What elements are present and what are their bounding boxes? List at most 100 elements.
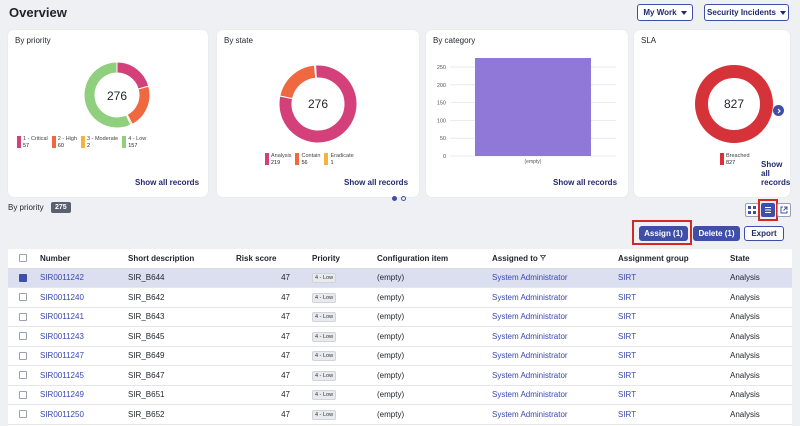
open-external-button[interactable] <box>777 203 791 217</box>
assignment-group-link[interactable]: SIRT <box>618 409 637 419</box>
column-header-state[interactable]: State <box>730 249 792 269</box>
configuration-item-cell: (empty) <box>377 365 492 386</box>
table-row[interactable]: SIR0011243 SIR_B645 47 4 - Low (empty) System… <box>8 326 792 347</box>
delete-button[interactable]: Delete (1) <box>693 226 740 241</box>
assigned-to-link[interactable]: System Administrator <box>492 351 568 361</box>
list-view-button[interactable] <box>761 203 775 217</box>
show-all-records-link[interactable]: Show all records <box>761 160 790 187</box>
column-header-configuration-item[interactable]: Configuration item <box>377 249 492 269</box>
assignment-group-link[interactable]: SIRT <box>618 292 637 302</box>
column-header-number[interactable]: Number <box>40 249 128 269</box>
assigned-to-link[interactable]: System Administrator <box>492 409 568 419</box>
incident-number-link[interactable]: SIR0011249 <box>40 390 84 400</box>
assign-button[interactable]: Assign (1) <box>639 226 688 241</box>
state-cell: Analysis <box>730 346 792 366</box>
assignment-group-link[interactable]: SIRT <box>618 390 637 400</box>
category-bar-chart[interactable]: 250 200 150 100 50 0 (empty) <box>426 30 628 197</box>
assignment-group-link[interactable]: SIRT <box>618 273 637 283</box>
assignment-group-link[interactable]: SIRT <box>618 312 637 322</box>
assignment-group-link[interactable]: SIRT <box>618 351 637 361</box>
legend-item[interactable]: Breached 827 <box>720 153 750 166</box>
table-row[interactable]: SIR0011240 SIR_B642 47 4 - Low (empty) System… <box>8 287 792 308</box>
donut-slice[interactable] <box>695 65 773 143</box>
table-row[interactable]: SIR0011250 SIR_B652 47 4 - Low (empty) System… <box>8 404 792 425</box>
my-work-dropdown[interactable]: My Work <box>637 4 693 21</box>
show-all-records-link[interactable]: Show all records <box>553 178 618 187</box>
risk-score-cell: 47 <box>236 307 312 327</box>
incident-number-link[interactable]: SIR0011247 <box>40 351 84 361</box>
legend-value: 219 <box>271 159 281 166</box>
donut-slice[interactable] <box>279 64 317 100</box>
legend-item[interactable]: 3 - Moderate 2 <box>81 136 118 149</box>
assignment-group-link[interactable]: SIRT <box>618 331 637 341</box>
legend-swatch <box>265 153 269 165</box>
legend-item[interactable]: Eradicate 1 <box>324 153 354 166</box>
show-all-records-link[interactable]: Show all records <box>344 178 409 187</box>
state-cell: Analysis <box>730 404 792 425</box>
card-title: By category <box>433 36 476 45</box>
table-row[interactable]: SIR0011247 SIR_B649 47 4 - Low (empty) System… <box>8 346 792 366</box>
assigned-to-link[interactable]: System Administrator <box>492 312 568 322</box>
grid-view-button[interactable] <box>745 203 759 217</box>
row-checkbox[interactable] <box>19 273 27 282</box>
show-all-records-link[interactable]: Show all records <box>135 178 200 187</box>
column-header-assigned-to[interactable]: Assigned to <box>492 249 618 269</box>
configuration-item-cell: (empty) <box>377 287 492 308</box>
row-checkbox[interactable] <box>19 410 27 419</box>
legend-item[interactable]: 1 - Critical 57 <box>17 136 48 149</box>
bar[interactable] <box>475 58 591 156</box>
legend-item[interactable]: 4 - Low 157 <box>122 136 146 149</box>
assigned-to-link[interactable]: System Administrator <box>492 273 568 283</box>
donut-slice[interactable] <box>278 64 358 144</box>
table-row[interactable]: SIR0011242 SIR_B644 47 4 - Low (empty) System… <box>8 268 792 288</box>
assignment-group-link[interactable]: SIRT <box>618 370 637 380</box>
column-header-assignment-group[interactable]: Assignment group <box>618 249 730 269</box>
card-by-priority: By priority 276 1 - Critical 57 2 - High 60… <box>8 30 208 197</box>
priority-donut-chart[interactable] <box>8 30 208 197</box>
row-checkbox[interactable] <box>19 332 27 341</box>
donut-slice[interactable] <box>83 61 132 129</box>
row-checkbox[interactable] <box>19 293 27 302</box>
donut-slice[interactable] <box>314 64 317 79</box>
state-donut-chart[interactable] <box>217 30 419 197</box>
legend-value: 1 <box>330 159 334 166</box>
carousel-dot[interactable] <box>401 196 406 201</box>
column-header-risk-score[interactable]: Risk score <box>236 249 312 269</box>
table-row[interactable]: SIR0011249 SIR_B651 47 4 - Low (empty) System… <box>8 385 792 405</box>
legend-item[interactable]: Contain 56 <box>295 153 320 166</box>
incident-number-link[interactable]: SIR0011241 <box>40 312 84 322</box>
legend-item[interactable]: 2 - High 60 <box>51 136 77 149</box>
incident-number-link[interactable]: SIR0011243 <box>40 331 84 341</box>
table-row[interactable]: SIR0011245 SIR_B647 47 4 - Low (empty) System… <box>8 365 792 386</box>
row-checkbox[interactable] <box>19 390 27 399</box>
assigned-to-link[interactable]: System Administrator <box>492 390 568 400</box>
carousel-dot[interactable] <box>392 196 397 201</box>
incident-number-link[interactable]: SIR0011250 <box>40 409 84 419</box>
row-checkbox[interactable] <box>19 371 27 380</box>
filter-icon[interactable] <box>539 254 547 261</box>
incident-number-link[interactable]: SIR0011240 <box>40 292 84 302</box>
assigned-to-link[interactable]: System Administrator <box>492 292 568 302</box>
security-incidents-dropdown[interactable]: Security Incidents <box>704 4 789 21</box>
donut-slice[interactable] <box>116 61 150 90</box>
assigned-to-link[interactable]: System Administrator <box>492 331 568 341</box>
card-title: By priority <box>15 36 51 45</box>
legend-item[interactable]: Analysis 219 <box>265 153 291 166</box>
risk-score-cell: 47 <box>236 287 312 308</box>
select-all-checkbox[interactable] <box>19 254 27 263</box>
export-button[interactable]: Export <box>744 226 784 241</box>
carousel-next-button[interactable] <box>773 105 784 116</box>
card-sla: SLA 827 Breached 827 Show all records <box>634 30 790 197</box>
incident-number-link[interactable]: SIR0011245 <box>40 370 84 380</box>
column-header-short-description[interactable]: Short description <box>128 249 236 269</box>
table-row[interactable]: SIR0011241 SIR_B643 47 4 - Low (empty) System… <box>8 307 792 327</box>
incident-number-link[interactable]: SIR0011242 <box>40 273 84 283</box>
sla-donut-chart[interactable] <box>634 30 790 197</box>
row-checkbox[interactable] <box>19 312 27 321</box>
legend-label: 1 - Critical <box>23 136 48 142</box>
list-icon <box>765 207 771 213</box>
column-header-priority[interactable]: Priority <box>312 249 377 269</box>
row-checkbox[interactable] <box>19 351 27 360</box>
legend-swatch <box>17 136 21 148</box>
assigned-to-link[interactable]: System Administrator <box>492 370 568 380</box>
